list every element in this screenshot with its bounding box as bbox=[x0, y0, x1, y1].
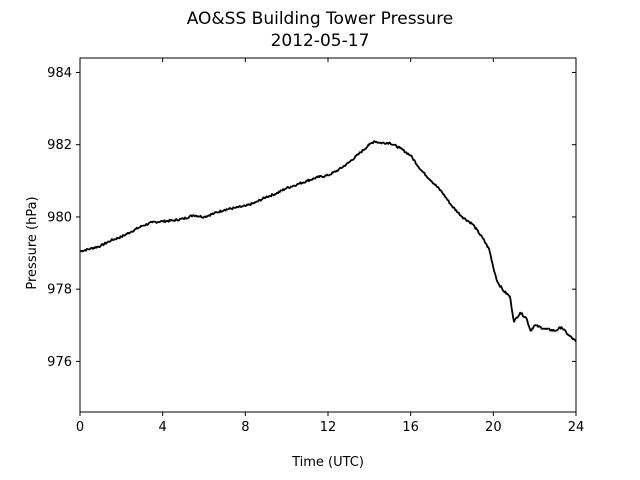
y-tick-label: 976 bbox=[47, 355, 72, 370]
y-axis-ticks: 976 978 980 982 984 bbox=[47, 66, 576, 370]
series-group bbox=[79, 140, 577, 343]
x-tick-label: 24 bbox=[568, 420, 585, 435]
plot-area bbox=[79, 57, 577, 413]
y-tick-label: 984 bbox=[47, 66, 72, 81]
x-axis-ticks: 0 4 8 12 16 20 24 bbox=[76, 58, 584, 435]
y-tick-label: 982 bbox=[47, 138, 72, 153]
x-tick-label: 4 bbox=[159, 420, 167, 435]
chart-subtitle: 2012-05-17 bbox=[271, 31, 370, 51]
chart-title: AO&SS Building Tower Pressure bbox=[187, 9, 454, 29]
series-line-0 bbox=[79, 140, 577, 343]
x-axis-label: Time (UTC) bbox=[291, 455, 364, 470]
x-tick-label: 16 bbox=[402, 420, 419, 435]
x-tick-label: 8 bbox=[241, 420, 249, 435]
x-tick-label: 0 bbox=[76, 420, 84, 435]
y-tick-label: 980 bbox=[47, 210, 72, 225]
x-tick-label: 20 bbox=[485, 420, 502, 435]
y-tick-label: 978 bbox=[47, 283, 72, 298]
y-axis-label: Pressure (hPa) bbox=[25, 196, 40, 289]
x-tick-label: 12 bbox=[320, 420, 337, 435]
